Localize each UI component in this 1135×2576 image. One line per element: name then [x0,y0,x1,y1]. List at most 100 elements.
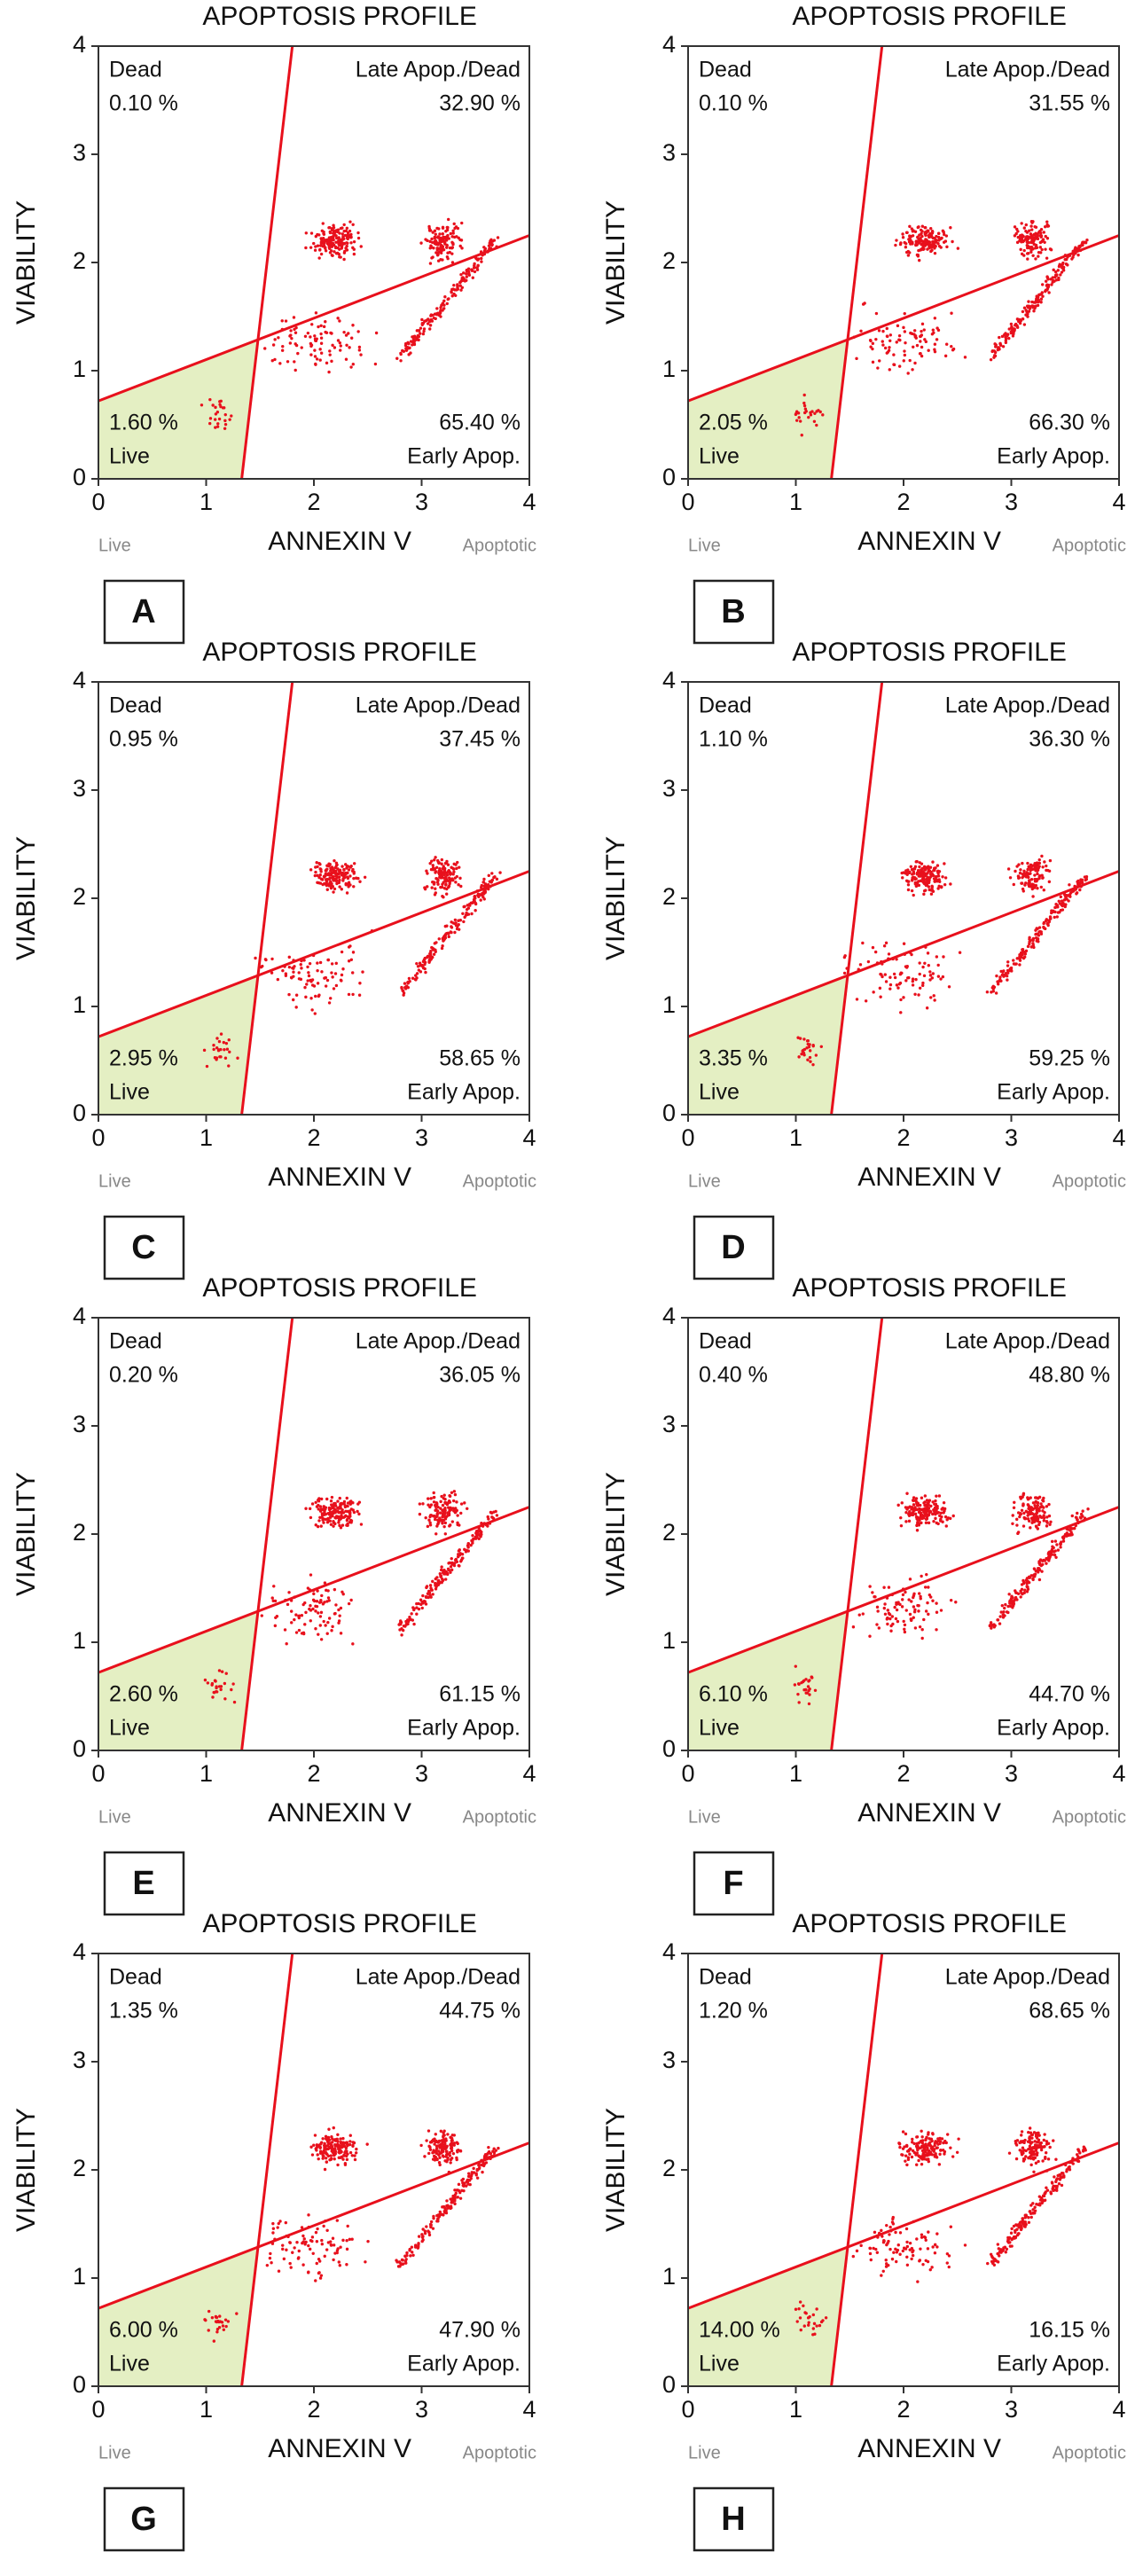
event-dot [934,866,937,870]
event-dot [472,2171,476,2174]
x-tick-label: 2 [307,1760,320,1787]
event-dot [406,980,411,984]
event-dot [1037,866,1040,870]
event-dot [821,413,825,417]
event-dot [1028,872,1031,876]
event-dot [348,874,352,878]
event-dot [449,2161,452,2165]
event-dot [904,250,909,254]
event-dot [886,1622,889,1626]
quadrant-percent: 1.35 % [109,1999,178,2024]
event-dot [911,2250,914,2254]
chart-title: APOPTOSIS PROFILE [202,1273,477,1303]
event-dot [924,1521,928,1524]
event-dot [315,2149,318,2152]
event-dot [1056,269,1060,272]
event-dot [802,1679,806,1682]
event-dot [1021,861,1024,865]
event-dot [457,883,460,887]
event-dot [855,2249,859,2253]
event-dot [1011,1522,1014,1525]
event-dot [432,2154,436,2158]
event-dot [911,2137,914,2141]
event-dot [337,2156,340,2159]
event-dot [441,894,444,898]
event-dot [908,224,912,229]
event-dot [445,2149,449,2153]
event-dot [444,2153,449,2157]
event-dot [915,1529,920,1532]
x-tick-label: 3 [415,489,428,515]
event-dot [351,1642,355,1646]
event-dot [1039,301,1043,304]
event-dot [951,2155,955,2158]
event-dot [808,1055,812,1060]
event-dot [1032,309,1036,313]
event-dot [457,928,461,931]
event-dot [450,2134,454,2137]
event-dot [450,1520,455,1523]
event-dot [890,2257,895,2261]
event-dot [440,2141,444,2146]
event-dot [1061,1536,1066,1540]
event-dot [914,1500,919,1504]
event-dot [1018,2149,1022,2152]
y-axis-label: VIABILITY [12,836,41,960]
event-dot [451,921,455,925]
event-dot [336,246,340,250]
event-dot [1048,858,1053,863]
event-dot [998,2249,1003,2252]
live-region [98,1611,258,1750]
event-dot [869,2258,873,2262]
event-dot [284,319,288,323]
event-dot [328,231,333,235]
event-dot [903,1627,906,1632]
event-dot [1034,883,1037,888]
event-dot [912,1616,915,1619]
event-dot [304,246,308,250]
quadrant-percent: 37.45 % [439,727,521,752]
event-dot [1029,877,1034,881]
event-dot [493,875,497,879]
x-tick-label: 0 [681,1124,694,1151]
event-dot [1012,959,1015,962]
event-dot [340,950,344,954]
event-dot [336,1507,340,1510]
event-dot [411,335,416,339]
event-dot [325,2248,329,2251]
event-dot [888,333,893,337]
event-dot [326,2241,331,2244]
event-dot [796,1692,800,1696]
event-dot [331,254,334,257]
event-dot [930,976,935,980]
event-dot [912,870,916,873]
event-dot [1052,2188,1055,2192]
event-dot [318,960,323,965]
event-dot [939,977,943,981]
event-dot [922,2235,927,2239]
event-dot [440,872,443,875]
event-dot [1028,229,1031,232]
event-dot [434,251,438,254]
event-dot [206,1681,210,1685]
event-dot [888,368,891,372]
event-dot [868,2251,873,2256]
event-dot [219,1687,223,1692]
event-dot [917,1592,921,1595]
event-dot [340,247,343,250]
y-tick-label: 2 [662,883,676,910]
event-dot [927,885,931,889]
event-dot [487,873,490,878]
event-dot [219,1032,223,1036]
event-dot [411,2251,414,2254]
event-dot [919,879,923,883]
quadrant-percent: 68.65 % [1029,1999,1110,2024]
event-dot [1028,2126,1032,2130]
quadrant-percent: 66.30 % [1029,411,1110,435]
event-dot [338,231,341,235]
event-dot [1033,1504,1037,1507]
event-dot [203,2318,207,2322]
event-dot [339,1515,343,1520]
quadrant-name: Dead [109,58,162,82]
